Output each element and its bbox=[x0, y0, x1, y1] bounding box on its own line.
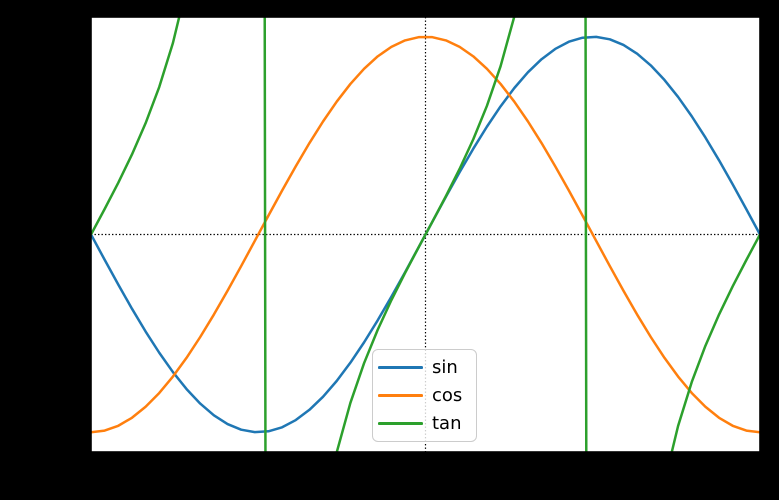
legend-swatch-cos bbox=[378, 394, 423, 397]
legend-label-tan: tan bbox=[432, 412, 462, 434]
legend-item-cos: cos bbox=[373, 382, 476, 410]
tan-curve bbox=[91, 17, 760, 452]
cos-curve bbox=[91, 35, 760, 434]
axes-spine bbox=[90, 16, 761, 453]
legend-item-sin: sin bbox=[373, 354, 476, 382]
legend-swatch-sin bbox=[378, 366, 423, 369]
legend: sin cos tan bbox=[372, 349, 477, 442]
legend-swatch-tan bbox=[378, 422, 423, 425]
legend-label-cos: cos bbox=[432, 384, 463, 406]
legend-item-tan: tan bbox=[373, 410, 476, 438]
legend-label-sin: sin bbox=[432, 356, 458, 378]
